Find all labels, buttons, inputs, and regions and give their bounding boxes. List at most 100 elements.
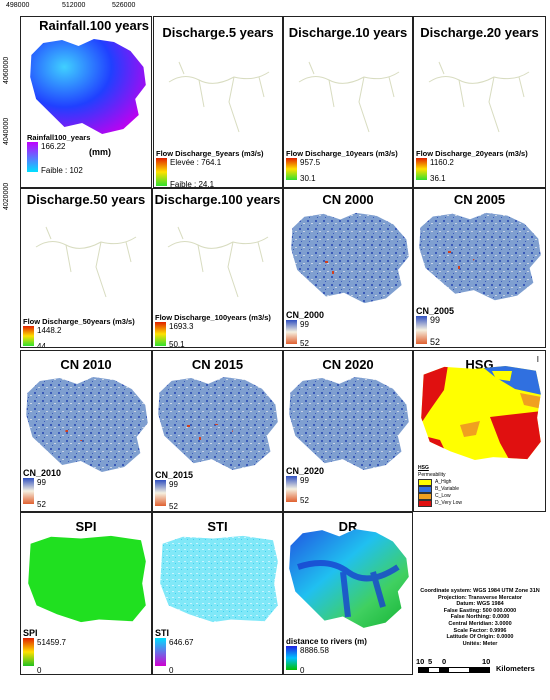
- corner-mark: I: [536, 355, 539, 364]
- legend-max: 1448.2: [37, 326, 62, 335]
- projection-line: Coordinate system: WGS 1984 UTM Zone 31N: [420, 588, 540, 594]
- panel-title: Discharge.10 years: [288, 25, 408, 40]
- panel-sti: STI STI 646.67 0: [152, 512, 283, 675]
- legend-title: HSG: [418, 465, 429, 471]
- rainfall-map: [30, 39, 146, 135]
- panel-dr: DR distance to rivers (m) 8886.58 0: [283, 512, 413, 675]
- discharge-map: [168, 61, 270, 133]
- projection-line: False Northing: 0.0000: [450, 614, 510, 621]
- legend-min: 36.1: [430, 174, 446, 183]
- legend-min: 52: [300, 496, 309, 505]
- legend-title: CN_2000: [286, 310, 325, 320]
- legend-title: SPI: [23, 628, 38, 638]
- legend-min: 0: [169, 666, 174, 675]
- projection-line: Central Meridian: 3.0000: [448, 620, 512, 627]
- spi-map: [28, 535, 146, 623]
- x-coord-3: 526000: [112, 2, 136, 9]
- legend-max: 166.22: [41, 142, 66, 151]
- legend: Flow Discharge_10years (m3/s) 957.5 30.1: [286, 149, 398, 187]
- scale-tick: 10: [416, 657, 425, 666]
- panel-title: Discharge.50 years: [26, 192, 146, 207]
- legend: CN_2000 99 52: [286, 310, 325, 348]
- hsg-legend: HSG Permeability A_High B_Variable C_Low…: [418, 465, 462, 507]
- scale-tick: 10: [482, 657, 491, 666]
- panel-title: Discharge.5 years: [162, 25, 274, 40]
- y-coord-3: 4020000: [3, 182, 10, 210]
- discharge-map: [35, 226, 137, 298]
- legend-min: Faible : 24.1: [170, 180, 215, 188]
- legend-min: 50.1: [169, 340, 185, 348]
- legend-unit: (mm): [89, 147, 111, 157]
- legend-title: Flow Discharge_20years (m3/s): [416, 149, 528, 158]
- panel-title: Rainfall.100 years: [39, 18, 149, 33]
- cn-map: [289, 376, 409, 471]
- legend-title: CN_2015: [155, 470, 194, 480]
- legend-max: 99: [37, 478, 46, 487]
- legend-title: Flow Discharge_10years (m3/s): [286, 149, 398, 158]
- cn-map: [291, 212, 409, 304]
- panel-title: SPI: [75, 519, 97, 534]
- legend-max: 99: [169, 480, 178, 489]
- legend-max: 957.5: [300, 158, 321, 167]
- dr-map: [289, 529, 409, 628]
- legend-max: 51459.7: [37, 638, 66, 647]
- discharge-map: [298, 61, 400, 133]
- legend-max: 99: [300, 476, 309, 485]
- legend-min: 30.1: [300, 174, 316, 183]
- panel-discharge-20: Discharge.20 years Flow Discharge_20year…: [413, 16, 546, 188]
- legend-title: distance to rivers (m): [286, 637, 367, 646]
- legend: CN_2010 99 52: [23, 469, 61, 511]
- legend-max: 99: [430, 315, 441, 325]
- legend-min: Faible : 102: [41, 166, 83, 175]
- panel-title: Discharge.100 years: [154, 192, 281, 207]
- panel-hsg: HSG I HSG Permeability A_High B_Variable…: [413, 350, 546, 512]
- legend-title: Flow Discharge_50years (m3/s): [23, 317, 135, 326]
- panel-cn-2010: CN 2010 CN_2010 99 52: [20, 350, 152, 512]
- legend-min: 0: [300, 666, 305, 675]
- legend: Rainfall100_years 166.22 (mm) Faible : 1…: [27, 133, 111, 176]
- sti-map: [160, 535, 278, 623]
- projection-info: Coordinate system: WGS 1984 UTM Zone 31N…: [414, 588, 546, 647]
- panel-spi: SPI SPI 51459.7 0: [20, 512, 152, 675]
- legend: CN_2005 99 52: [416, 307, 454, 347]
- panel-cn-2015: CN 2015 CN_2015 99 52: [152, 350, 283, 512]
- legend-max: 1693.3: [169, 322, 194, 331]
- legend: Flow Discharge_100years (m3/s) 1693.3 50…: [155, 313, 271, 348]
- legend-min: 52: [300, 339, 309, 348]
- scale-unit: Kilometers: [496, 664, 535, 673]
- legend-title: Flow Discharge_100years (m3/s): [155, 313, 271, 322]
- x-coord-2: 512000: [62, 2, 86, 9]
- legend-class-d: D_Very Low: [435, 500, 462, 506]
- legend-min: 52: [169, 502, 178, 511]
- projection-line: Unités: Meter: [462, 640, 498, 647]
- legend-min: 44: [37, 342, 46, 348]
- panel-title: CN 2005: [453, 192, 506, 207]
- legend-max: 99: [300, 320, 309, 329]
- panel-title: CN 2020: [322, 357, 374, 372]
- legend-max: 646.67: [169, 638, 194, 647]
- panel-discharge-100: Discharge.100 years Flow Discharge_100ye…: [152, 188, 283, 348]
- y-coord-2: 4040000: [3, 117, 10, 145]
- cn-map: [419, 212, 541, 301]
- legend-class-c: C_Low: [435, 493, 451, 499]
- legend-title: Rainfall100_years: [27, 133, 91, 142]
- legend-title: CN_2020: [286, 466, 325, 476]
- legend-subtitle: Permeability: [418, 472, 446, 478]
- legend-title: Flow Discharge_5years (m3/s): [156, 149, 264, 158]
- legend: CN_2015 99 52: [155, 470, 194, 511]
- panel-discharge-10: Discharge.10 years Flow Discharge_10year…: [283, 16, 413, 188]
- legend: STI 646.67 0: [155, 629, 193, 674]
- legend: SPI 51459.7 0: [23, 628, 66, 674]
- legend-class-a: A_High: [435, 479, 452, 485]
- projection-line: Projection: Transverse Mercator: [437, 594, 523, 601]
- panel-discharge-5: Discharge.5 years Flow Discharge_5years …: [153, 16, 283, 188]
- panel-cn-2000: CN 2000 CN_2000 99 52: [283, 188, 413, 348]
- projection-line: Latitude Of Origin: 0.0000: [446, 634, 514, 641]
- legend: CN_2020 99 52: [286, 467, 324, 510]
- legend: Flow Discharge_5years (m3/s) Elevée : 76…: [156, 149, 264, 188]
- hsg-map: [421, 365, 541, 461]
- panel-cn-2020: CN 2020 CN_2020 99 52: [283, 350, 413, 512]
- discharge-map: [428, 61, 530, 133]
- legend: distance to rivers (m) 8886.58 0: [286, 637, 367, 675]
- panel-discharge-50: Discharge.50 years Flow Discharge_50year…: [20, 188, 152, 348]
